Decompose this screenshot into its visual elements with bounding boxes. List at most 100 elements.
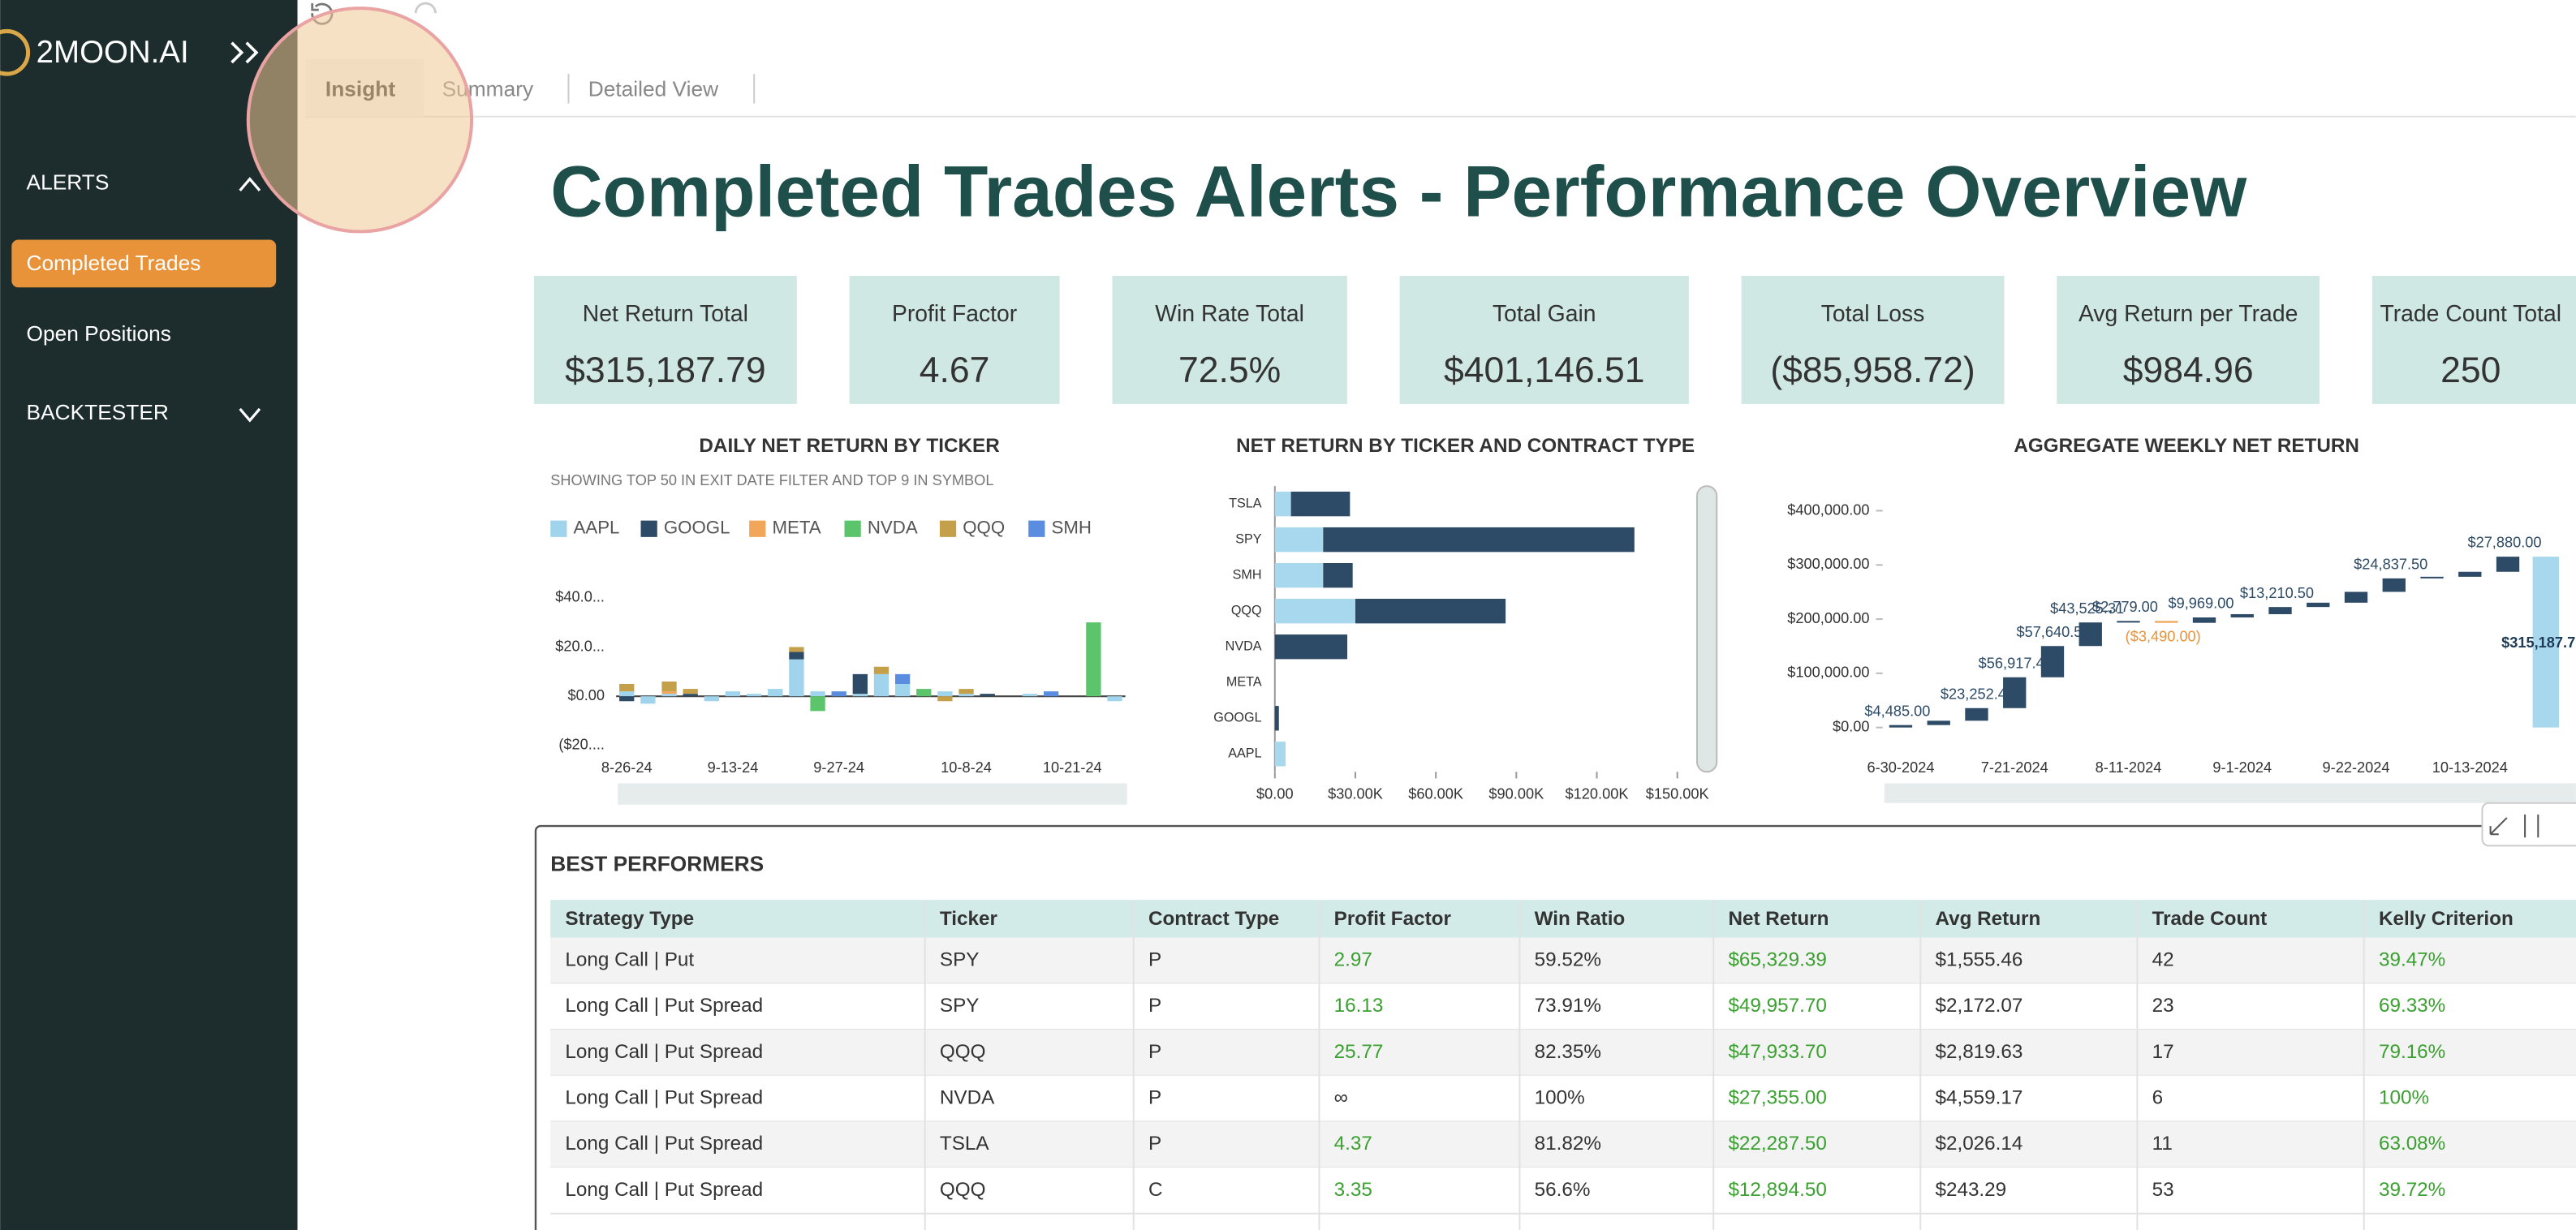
chevron-up[interactable] — [239, 177, 261, 191]
chevron-down[interactable] — [239, 407, 261, 423]
bar — [2496, 557, 2520, 572]
x-tick-label: $0.00 — [1256, 785, 1294, 802]
bar — [2040, 646, 2065, 677]
scrollbar[interactable] — [1695, 485, 1718, 773]
kpi-label: Total Gain — [1493, 301, 1596, 327]
legend-swatch — [749, 520, 766, 537]
legend-label: AAPL — [574, 518, 620, 538]
bar — [725, 691, 741, 697]
bar — [619, 696, 635, 702]
bar — [661, 681, 677, 692]
table-cell: Long Call | Put — [565, 948, 694, 970]
y-tick-label: TSLA — [1229, 496, 1262, 510]
y-tick-label: $200,000.00 — [1787, 610, 1869, 626]
column-header[interactable]: Avg Return — [1935, 908, 2040, 930]
bar — [2078, 622, 2102, 647]
bar — [2307, 602, 2330, 608]
tab[interactable]: Detailed View — [588, 76, 719, 101]
kpi-label: Win Rate Total — [1155, 301, 1304, 327]
table-row — [550, 1030, 2576, 1076]
table-cell: 63.08% — [2379, 1133, 2445, 1155]
y-tick-label: AAPL — [1228, 746, 1261, 761]
nav-section[interactable]: BACKTESTER — [27, 400, 169, 424]
legend-swatch — [939, 520, 957, 537]
table-cell: $2,819.63 — [1935, 1041, 2022, 1063]
column-header[interactable]: Strategy Type — [565, 908, 694, 930]
data-label: $13,210.50 — [2240, 585, 2314, 601]
table-cell: Long Call | Put Spread — [565, 1041, 763, 1063]
table-cell: $12,894.50 — [1728, 1179, 1826, 1201]
nav-item[interactable]: Open Positions — [27, 321, 171, 346]
x-tick-label: $60.00K — [1408, 785, 1463, 802]
collapse-icon[interactable] — [230, 41, 259, 64]
table-cell: $243.29 — [1935, 1179, 2006, 1201]
table-cell: $47,933.70 — [1728, 1041, 1826, 1063]
kpi-label: Profit Factor — [892, 301, 1017, 327]
kpi-value: $315,187.79 — [565, 351, 766, 390]
sidebar — [0, 0, 298, 1230]
kpi-value: 72.5% — [1178, 351, 1281, 390]
toolbar-icons[interactable] — [2489, 814, 2539, 838]
y-tick-label: META — [1226, 675, 1262, 690]
table-cell: 2.97 — [1334, 948, 1372, 970]
y-tick-label: $20.0... — [555, 638, 605, 654]
table-cell: 6 — [2152, 1086, 2163, 1108]
kpi-value: 250 — [2440, 351, 2501, 390]
kpi-value: 4.67 — [920, 351, 990, 390]
kpi-value: $984.96 — [2123, 351, 2254, 390]
nav-item[interactable]: Completed Trades — [27, 251, 201, 275]
bar — [873, 666, 890, 674]
kpi-card — [849, 276, 1060, 404]
scrollbar[interactable] — [618, 783, 1127, 805]
table-cell: SPY — [940, 948, 980, 970]
bar — [1290, 491, 1350, 517]
chart-title: AGGREGATE WEEKLY NET RETURN — [2014, 435, 2359, 457]
scrollbar[interactable] — [1884, 783, 2576, 803]
bar — [980, 694, 995, 697]
page-title: Completed Trades Alerts - Performance Ov… — [550, 150, 2247, 231]
column-header[interactable]: Trade Count — [2152, 908, 2268, 930]
bar — [831, 691, 846, 697]
column-header[interactable]: Kelly Criterion — [2379, 908, 2514, 930]
x-tick-label: $30.00K — [1328, 785, 1383, 802]
bar — [2268, 607, 2292, 614]
column-header[interactable]: Profit Factor — [1334, 908, 1452, 930]
column-header[interactable]: Contract Type — [1148, 908, 1279, 930]
table-row — [550, 937, 2576, 984]
bar — [1043, 691, 1059, 697]
table-cell: $1,555.46 — [1935, 948, 2022, 970]
panel-toolbar[interactable] — [2481, 802, 2576, 847]
data-label: $57,640.5 — [2016, 624, 2082, 640]
x-tick-label: 6-30-2024 — [1867, 759, 1934, 776]
kpi-card — [1741, 276, 2005, 404]
bar — [2382, 578, 2406, 592]
column-header[interactable]: Win Ratio — [1535, 908, 1626, 930]
bar — [2420, 576, 2444, 578]
column-header[interactable]: Ticker — [940, 908, 998, 930]
x-tick-label: 10-8-24 — [941, 759, 992, 776]
y-tick-label: ($20.... — [558, 737, 605, 753]
table-cell: 59.52% — [1535, 948, 1601, 970]
table-cell: 4.37 — [1334, 1133, 1372, 1155]
table-cell: P — [1148, 1086, 1161, 1108]
kpi-label: Trade Count Total — [2380, 301, 2561, 327]
y-tick-label: QQQ — [1231, 603, 1262, 617]
x-tick-label: 7-21-2024 — [1981, 759, 2048, 776]
data-label: $9,969.00 — [2168, 596, 2234, 612]
bar — [873, 673, 890, 697]
bar — [661, 694, 677, 697]
nav-section[interactable]: ALERTS — [27, 170, 110, 195]
redo-icon[interactable] — [414, 2, 437, 14]
kpi-card — [1112, 276, 1347, 404]
nav-item-active[interactable] — [11, 239, 277, 288]
legend-swatch — [640, 520, 657, 537]
column-header[interactable]: Net Return — [1728, 908, 1829, 930]
table-row — [550, 1075, 2576, 1122]
bar — [958, 694, 974, 697]
y-tick-label: $300,000.00 — [1787, 556, 1869, 572]
table-cell: 11 — [2152, 1133, 2173, 1155]
legend-swatch — [1028, 520, 1045, 537]
y-tick-label: SPY — [1235, 531, 1262, 546]
